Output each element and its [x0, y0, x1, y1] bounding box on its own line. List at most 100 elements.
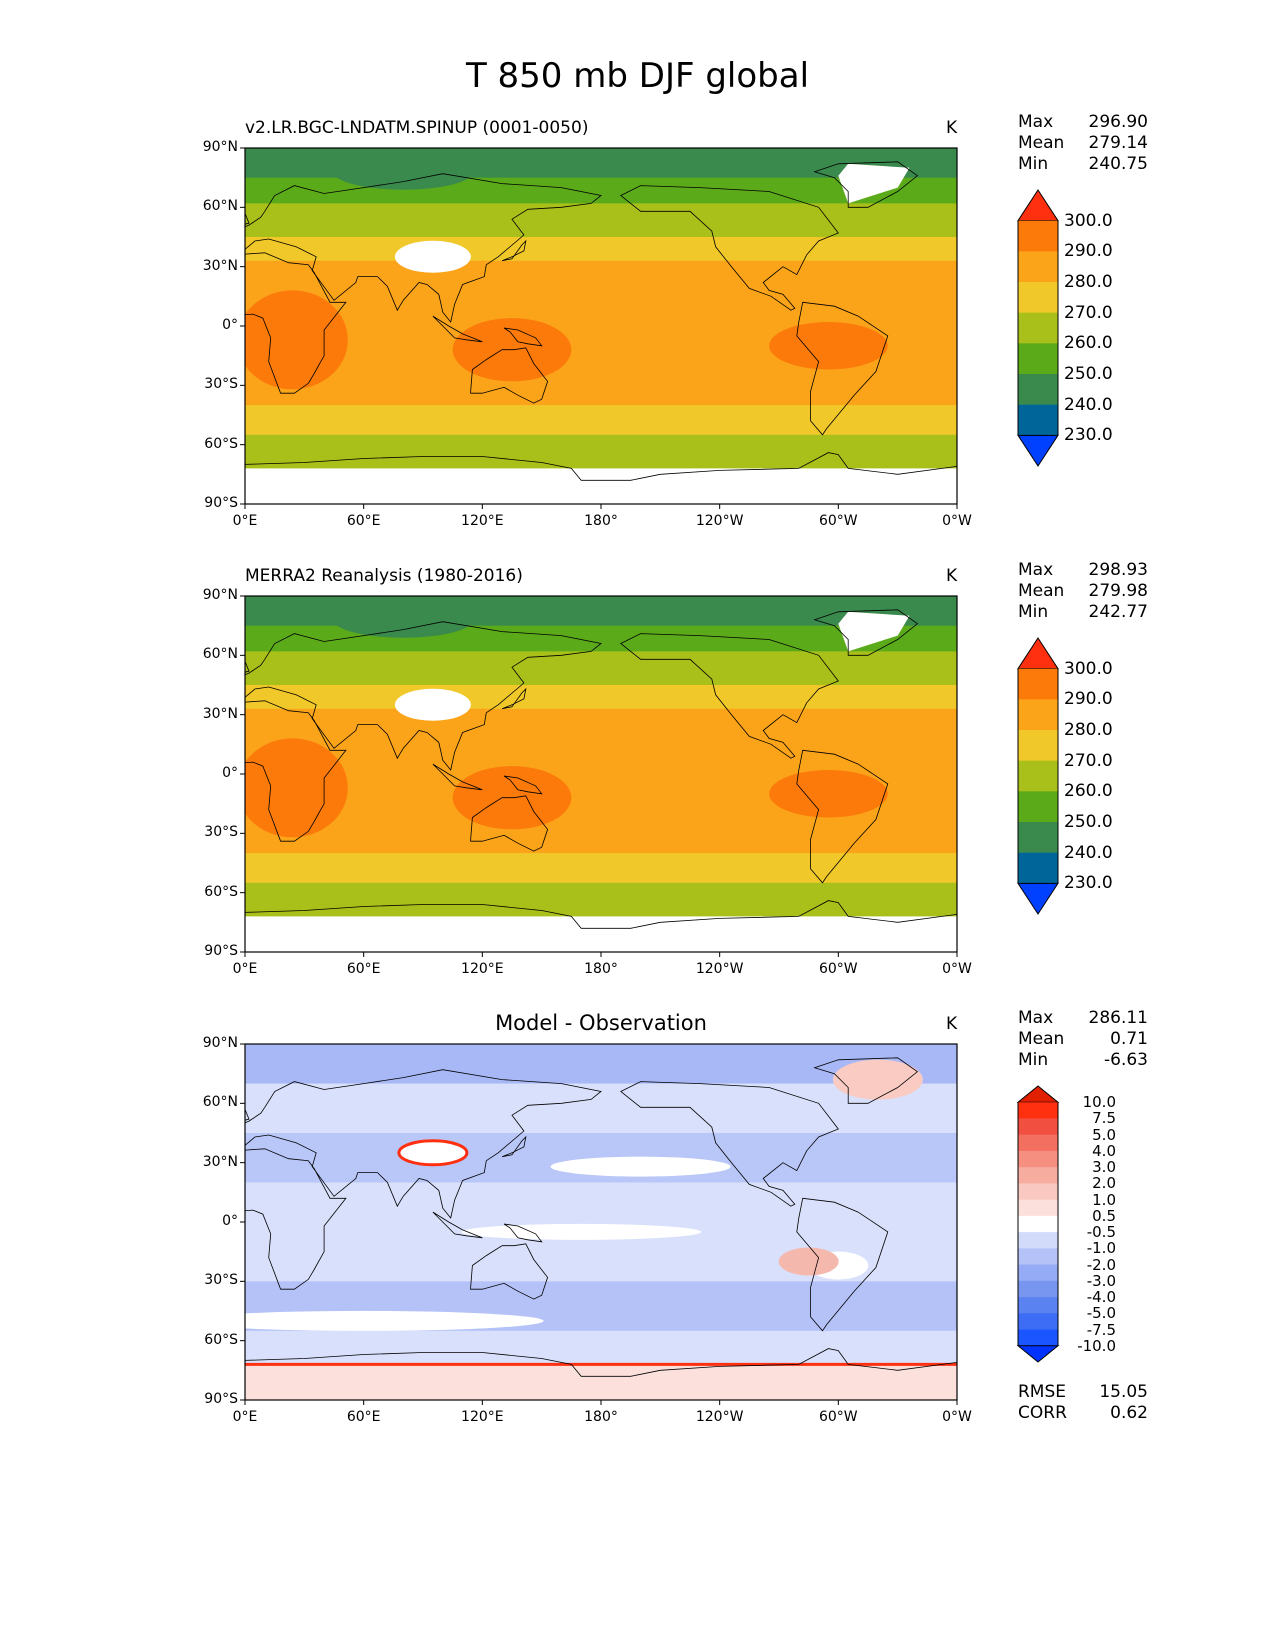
colorbar-label: -0.5: [1086, 1223, 1116, 1242]
stat-value: 296.90: [1088, 112, 1148, 132]
stat-value: 0.71: [1110, 1029, 1148, 1049]
lon-tick-label: 180°: [584, 513, 618, 529]
lon-tick-label: 0°E: [232, 513, 258, 529]
colorbar-label: -10.0: [1077, 1336, 1116, 1355]
field-band: [245, 823, 957, 855]
colorbar-segment: [1018, 374, 1058, 406]
metric-value: 15.05: [1099, 1382, 1148, 1402]
lon-tick-label: 60°E: [346, 1409, 381, 1425]
stat-value: 298.93: [1088, 560, 1148, 580]
warm-region: [245, 290, 348, 390]
coastline: [245, 1108, 250, 1121]
figure-title: T 850 mb DJF global: [465, 56, 810, 96]
warm-region: [769, 770, 888, 818]
colorbar-segment: [1018, 404, 1058, 436]
lon-tick-label: 60°W: [818, 513, 858, 529]
stat-row: Max 298.93: [1018, 560, 1148, 581]
field-band: [245, 651, 957, 686]
colorbar-segment: [1018, 1102, 1058, 1119]
coastline: [245, 1348, 957, 1377]
lat-tick-label: 90°S: [204, 1391, 238, 1407]
stat-value: -6.63: [1104, 1050, 1148, 1070]
lat-tick-label: 0°: [222, 1213, 238, 1229]
colorbar-label: 280.0: [1064, 272, 1113, 292]
colorbar-label: 10.0: [1082, 1093, 1116, 1112]
coastline: [620, 1081, 839, 1207]
colorbar-label: -1.0: [1086, 1239, 1116, 1258]
lat-tick-label: 0°: [222, 317, 238, 333]
coastline: [432, 763, 483, 791]
lat-tick-label: 60°S: [204, 435, 238, 452]
map-field: [245, 148, 957, 504]
panel-center-label: Model - Observation: [495, 1011, 707, 1035]
colorbar-label: 260.0: [1064, 781, 1113, 802]
colorbar-segment: [1018, 1215, 1058, 1233]
lat-tick-label: 90°N: [202, 139, 238, 155]
stat-row: Mean 279.14: [1018, 133, 1148, 154]
lat-tick-label: 30°S: [204, 1272, 238, 1289]
field-band: [245, 203, 957, 238]
colorbar-segment: [1018, 730, 1058, 762]
masked-region: [838, 163, 910, 204]
colorbar-label: 290.0: [1064, 241, 1113, 262]
stat-key: Max: [1018, 1008, 1054, 1028]
masked-region: [245, 468, 957, 504]
stat-row: Mean 0.71: [1018, 1029, 1148, 1050]
cold-region: [333, 601, 474, 638]
colorbar-segment: [1018, 282, 1058, 314]
stat-row: Max 286.11: [1018, 1008, 1148, 1029]
colorbar-segment: [1018, 1329, 1058, 1347]
colorbar-segment: [1018, 852, 1058, 884]
colorbar-segment: [1018, 343, 1058, 375]
colorbar-segment: [1018, 251, 1058, 283]
lat-tick-label: 30°N: [202, 705, 238, 722]
colorbar-label: 280.0: [1064, 720, 1113, 740]
colorbar-label: 270.0: [1064, 750, 1113, 771]
stat-key: Mean: [1018, 1029, 1065, 1049]
coastline: [470, 1243, 549, 1300]
stat-row: Mean 279.98: [1018, 581, 1148, 602]
colorbar-label: 4.0: [1092, 1141, 1116, 1160]
field-band: [245, 237, 957, 262]
coastline: [245, 173, 602, 323]
coastline: [813, 609, 919, 656]
lat-tick-label: 60°S: [204, 1331, 238, 1348]
colorbar-label: 5.0: [1092, 1125, 1116, 1144]
near-zero-region: [245, 1310, 544, 1331]
coastline: [501, 687, 527, 710]
metric-key: RMSE: [1018, 1382, 1067, 1402]
stat-key: Min: [1018, 154, 1049, 174]
lon-tick-label: 0°W: [942, 513, 972, 529]
masked-region: [838, 611, 910, 652]
masked-region: [397, 1139, 469, 1167]
lon-tick-label: 180°: [584, 1409, 618, 1425]
coastline: [245, 212, 250, 225]
coastline: [432, 1211, 483, 1239]
lat-tick-label: 30°S: [204, 376, 238, 393]
coastline: [813, 1057, 919, 1104]
colorbar-label: -5.0: [1086, 1304, 1116, 1323]
coastline: [245, 900, 957, 929]
field-band: [245, 853, 957, 884]
coastline: [503, 327, 543, 347]
colorbar-label: -7.5: [1086, 1320, 1116, 1339]
colorbar-label: 7.5: [1092, 1109, 1116, 1128]
colorbar-extend-min: [1017, 434, 1059, 467]
units-label: K: [946, 566, 958, 586]
lat-tick-label: 90°S: [204, 943, 238, 959]
lon-tick-label: 120°W: [695, 1409, 744, 1425]
lat-tick-label: 60°N: [202, 1094, 238, 1111]
colorbar-label: 300.0: [1064, 658, 1113, 679]
colorbar-label: -3.0: [1086, 1271, 1116, 1290]
colorbar-segment: [1018, 822, 1058, 854]
stat-key: Min: [1018, 602, 1049, 622]
positive-region: [778, 1247, 839, 1276]
coastline: [470, 347, 549, 404]
colorbar-label: 270.0: [1064, 302, 1113, 323]
colorbar-label: 260.0: [1064, 333, 1113, 354]
colorbar-label: 0.5: [1092, 1206, 1116, 1225]
colorbar-segment: [1018, 312, 1058, 344]
lon-tick-label: 0°E: [232, 1409, 258, 1425]
masked-region: [394, 688, 471, 721]
